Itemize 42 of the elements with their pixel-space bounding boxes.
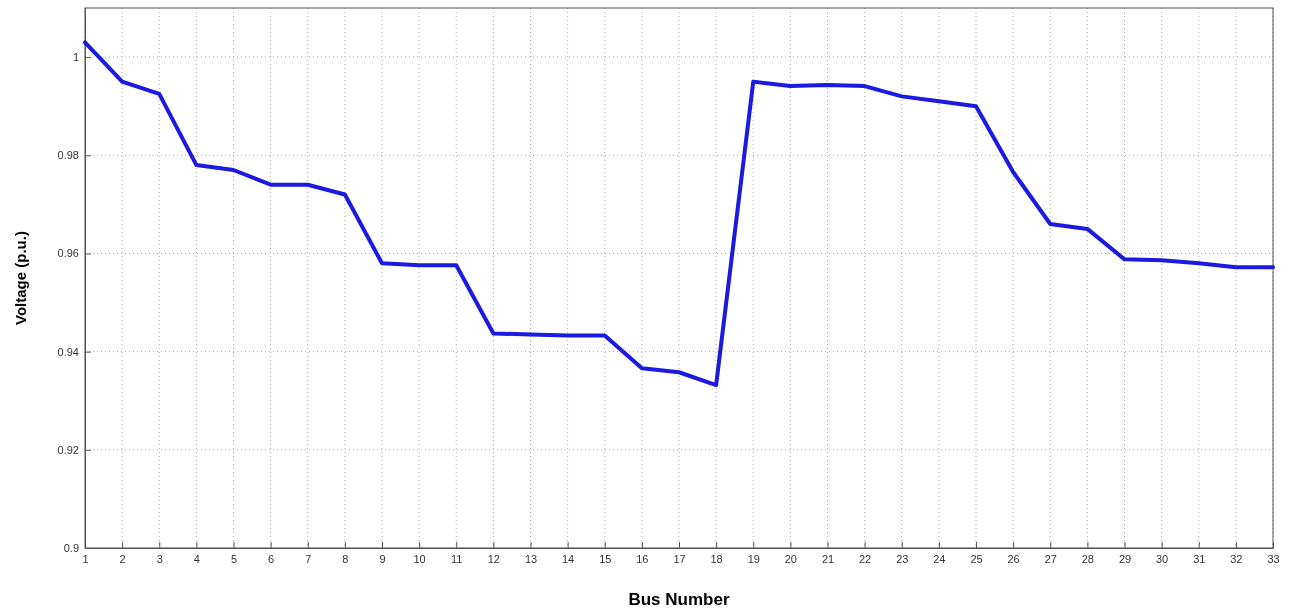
x-tick-label: 10	[413, 553, 426, 566]
x-tick-label: 27	[1044, 553, 1057, 566]
x-tick-label: 32	[1230, 553, 1243, 566]
y-tick-label: 1	[72, 51, 79, 64]
y-tick-label: 0.9	[63, 542, 79, 555]
x-tick-label: 28	[1081, 553, 1094, 566]
x-tick-label: 20	[784, 553, 797, 566]
x-tick-label: 7	[305, 553, 312, 566]
x-tick-label: 31	[1193, 553, 1206, 566]
y-tick-label: 0.92	[57, 443, 79, 456]
x-tick-label: 9	[379, 553, 386, 566]
x-tick-label: 3	[156, 553, 163, 566]
x-tick-label: 19	[747, 553, 760, 566]
x-tick-label: 15	[599, 553, 612, 566]
x-tick-label: 14	[562, 553, 575, 566]
x-tick-label: 1	[82, 553, 89, 566]
x-tick-label: 13	[524, 553, 538, 566]
x-tick-label: 17	[673, 553, 686, 566]
y-tick-label: 0.94	[57, 345, 79, 358]
x-tick-label: 4	[193, 553, 200, 566]
x-axis-title: Bus Number	[628, 590, 730, 609]
line-series	[83, 40, 1275, 388]
x-tick-label: 23	[896, 553, 909, 566]
x-tick-label: 11	[451, 553, 463, 566]
x-tick-label: 24	[933, 553, 946, 566]
x-tick-label: 33	[1267, 553, 1280, 566]
y-axis-title: Voltage (p.u.)	[12, 231, 29, 325]
x-tick-label: 22	[859, 553, 872, 566]
x-tick-label: 30	[1156, 553, 1169, 566]
x-tick-label: 2	[119, 553, 126, 566]
x-tick-label: 29	[1118, 553, 1132, 566]
y-tick-label: 0.98	[57, 149, 79, 162]
x-tick-label: 16	[636, 553, 649, 566]
x-tick-label: 5	[230, 553, 238, 566]
x-tick-label: 6	[268, 553, 275, 566]
y-tick-label: 0.96	[57, 247, 79, 260]
x-tick-label: 12	[487, 553, 500, 566]
x-tick-label: 25	[970, 553, 983, 566]
x-tick-label: 8	[342, 553, 349, 566]
x-tick-label: 26	[1007, 553, 1020, 566]
x-tick-label: 21	[821, 553, 835, 566]
x-tick-label: 18	[710, 553, 723, 566]
